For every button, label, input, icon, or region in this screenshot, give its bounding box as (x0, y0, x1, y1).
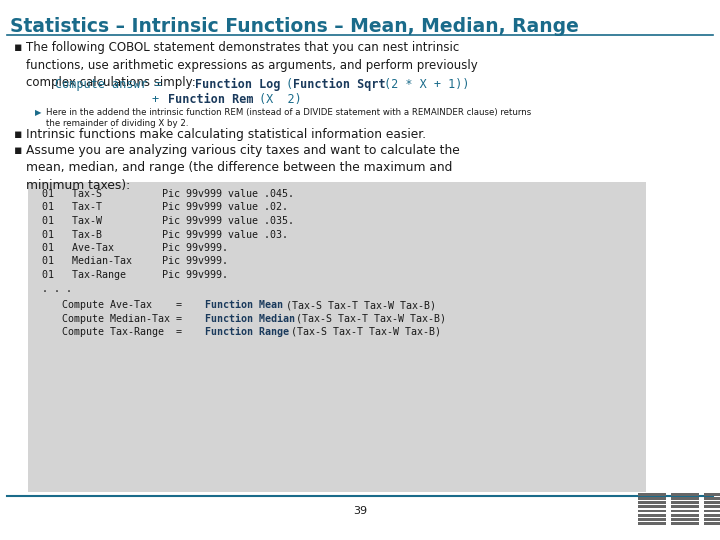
Text: (X  2): (X 2) (259, 93, 302, 106)
Bar (704, 497, 720, 500)
Bar (671, 505, 699, 508)
Text: 01   Tax-T          Pic 99v999 value .02.: 01 Tax-T Pic 99v999 value .02. (42, 202, 288, 213)
Text: The following COBOL statement demonstrates that you can nest intrinsic
functions: The following COBOL statement demonstrat… (26, 41, 478, 89)
Bar (671, 493, 699, 496)
Text: Statistics – Intrinsic Functions – Mean, Median, Range: Statistics – Intrinsic Functions – Mean,… (10, 17, 579, 36)
Text: (Tax-S Tax-T Tax-W Tax-B): (Tax-S Tax-T Tax-W Tax-B) (286, 300, 436, 310)
Text: Compute Median-Tax =: Compute Median-Tax = (62, 314, 188, 323)
Bar (671, 522, 699, 525)
Text: 01   Tax-B          Pic 99v999 value .03.: 01 Tax-B Pic 99v999 value .03. (42, 230, 288, 240)
Text: Compute Tax-Range  =: Compute Tax-Range = (62, 327, 188, 337)
Text: ▶: ▶ (35, 108, 42, 117)
Bar (704, 514, 720, 517)
Bar (671, 501, 699, 504)
Bar (671, 510, 699, 512)
Text: Function Log: Function Log (195, 78, 281, 91)
Bar (638, 501, 666, 504)
Text: Compute Ave-Tax    =: Compute Ave-Tax = (62, 300, 188, 310)
Bar (704, 518, 720, 521)
Text: (: ( (286, 78, 293, 91)
Text: (2 * X + 1)): (2 * X + 1)) (384, 78, 469, 91)
Text: Assume you are analyzing various city taxes and want to calculate the
mean, medi: Assume you are analyzing various city ta… (26, 144, 460, 192)
Bar (638, 497, 666, 500)
Bar (704, 505, 720, 508)
Text: ▪: ▪ (14, 144, 22, 157)
Text: 01   Ave-Tax        Pic 99v999.: 01 Ave-Tax Pic 99v999. (42, 243, 228, 253)
Bar (704, 501, 720, 504)
Text: . . .: . . . (42, 284, 72, 294)
Bar (638, 510, 666, 512)
Bar (638, 514, 666, 517)
Bar (638, 493, 666, 496)
Text: Function Median: Function Median (205, 314, 295, 323)
Text: (Tax-S Tax-T Tax-W Tax-B): (Tax-S Tax-T Tax-W Tax-B) (296, 314, 446, 323)
Text: 01   Median-Tax     Pic 99v999.: 01 Median-Tax Pic 99v999. (42, 256, 228, 267)
Bar (638, 505, 666, 508)
Text: Here in the addend the intrinsic function REM (instead of a DIVIDE statement wit: Here in the addend the intrinsic functio… (46, 108, 531, 129)
Bar (671, 514, 699, 517)
Text: Function Mean: Function Mean (205, 300, 283, 310)
Text: Function Rem: Function Rem (168, 93, 253, 106)
Text: +: + (152, 93, 166, 106)
Text: ▪: ▪ (14, 128, 22, 141)
Text: 01   Tax-W          Pic 99v999 value .035.: 01 Tax-W Pic 99v999 value .035. (42, 216, 294, 226)
Bar (704, 522, 720, 525)
Text: 01   Tax-Range      Pic 99v999.: 01 Tax-Range Pic 99v999. (42, 270, 228, 280)
Bar (638, 522, 666, 525)
Bar (671, 497, 699, 500)
Bar (671, 518, 699, 521)
Bar (704, 510, 720, 512)
Text: Function Sqrt: Function Sqrt (293, 78, 386, 91)
Text: (Tax-S Tax-T Tax-W Tax-B): (Tax-S Tax-T Tax-W Tax-B) (291, 327, 441, 337)
Text: 39: 39 (353, 506, 367, 516)
Text: Function Range: Function Range (205, 327, 289, 337)
Text: Intrinsic functions make calculating statistical information easier.: Intrinsic functions make calculating sta… (26, 128, 426, 141)
FancyBboxPatch shape (28, 182, 646, 492)
Text: 01   Tax-S          Pic 99v999 value .045.: 01 Tax-S Pic 99v999 value .045. (42, 189, 294, 199)
Bar (638, 518, 666, 521)
Text: Compute answr =: Compute answr = (55, 78, 169, 91)
Text: ▪: ▪ (14, 41, 22, 54)
Bar (704, 493, 720, 496)
